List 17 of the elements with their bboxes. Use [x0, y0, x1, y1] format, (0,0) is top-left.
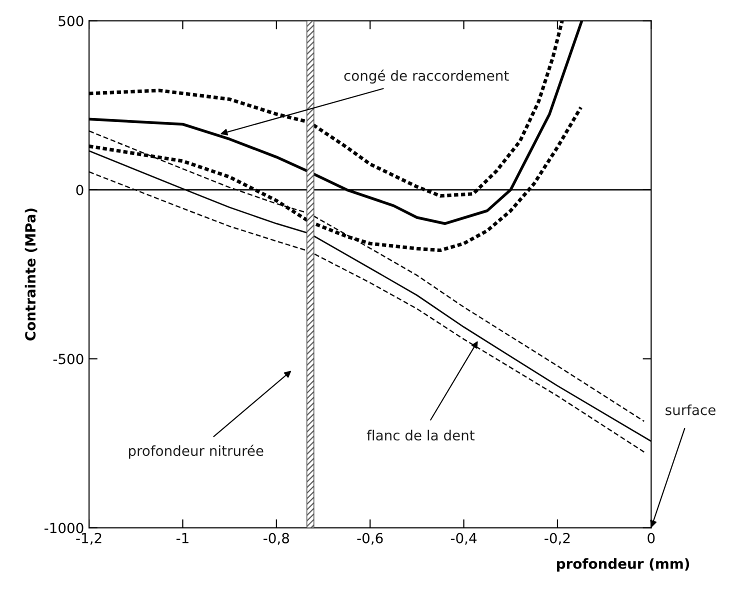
x-axis-title: profondeur (mm): [557, 558, 690, 572]
text: surface: [666, 404, 716, 416]
annotation: congé de raccordement: [344, 70, 509, 84]
x-tick-label: -0,6: [357, 532, 383, 545]
annotation: profondeur nitrurée: [128, 444, 264, 459]
x-tick-label: -0,4: [450, 532, 477, 545]
y-axis-title: Contrainte (MPa): [24, 208, 38, 340]
annotation: flanc de la dent: [366, 430, 475, 441]
y-tick-label: -500: [53, 354, 84, 364]
y-tick-label: 500: [58, 16, 84, 26]
x-tick-label: -1,2: [76, 532, 102, 545]
x-tick-label: -0,2: [544, 532, 570, 545]
x-tick-label: -1: [176, 533, 188, 544]
x-tick-label: 0: [648, 532, 655, 544]
y-tick-label: 0: [76, 184, 84, 196]
y-tick-label: -1000: [44, 522, 84, 534]
x-tick-label: -0,8: [264, 532, 290, 545]
